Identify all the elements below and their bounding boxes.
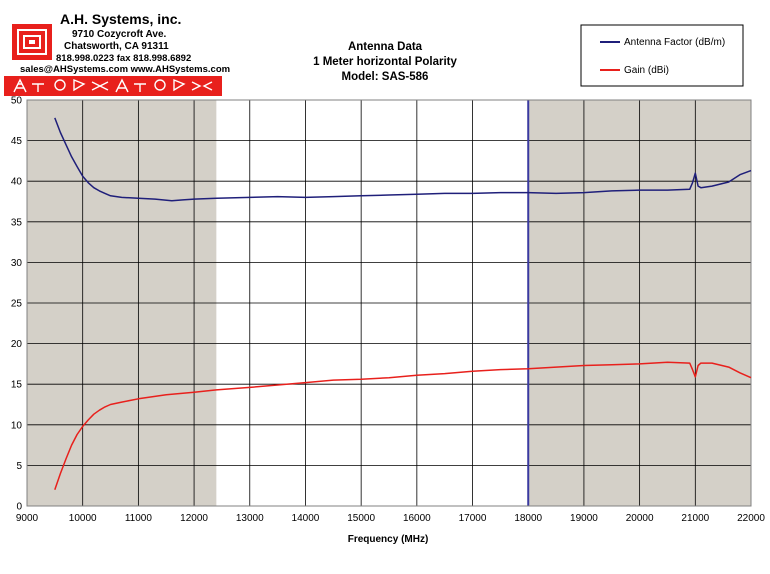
company-name: A.H. Systems, inc. (60, 11, 181, 27)
loop-icon (154, 79, 166, 91)
y-tick-label-35: 35 (11, 217, 23, 228)
tower-icon (13, 78, 27, 93)
y-tick-label-25: 25 (11, 299, 23, 310)
x-tick-label-19000: 19000 (570, 513, 598, 524)
y-tick-label-0: 0 (16, 502, 22, 513)
x-tick-label-16000: 16000 (403, 513, 431, 524)
x-tick-label-14000: 14000 (292, 513, 320, 524)
dipole-icon (32, 83, 44, 92)
x-tick-label-9000: 9000 (16, 513, 39, 524)
x-tick-label-20000: 20000 (626, 513, 654, 524)
x-tick-label-17000: 17000 (459, 513, 487, 524)
y-tick-label-30: 30 (11, 258, 23, 269)
x-tick-label-11000: 11000 (125, 513, 153, 524)
company-web: sales@AHSystems.com www.AHSystems.com (20, 64, 230, 75)
x-tick-label-10000: 10000 (69, 513, 97, 524)
tower-icon (115, 78, 129, 93)
x-axis-label: Frequency (MHz) (348, 534, 429, 545)
company-address-2: Chatsworth, CA 91311 (64, 41, 169, 52)
x-tick-label-18000: 18000 (514, 513, 542, 524)
x-tick-label-15000: 15000 (347, 513, 375, 524)
series-line-antenna-factor (54, 117, 752, 202)
antenna-icons-strip (4, 76, 222, 96)
y-tick-label-40: 40 (11, 177, 23, 188)
biconical-icon (91, 81, 109, 91)
antenna-icons (13, 78, 213, 93)
y-tick-label-50: 50 (11, 96, 23, 107)
x-tick-label-12000: 12000 (180, 513, 208, 524)
y-tick-label-10: 10 (11, 420, 23, 431)
legend-label-antenna-factor: Antenna Factor (dB/m) (624, 37, 725, 48)
horn-icon (173, 78, 186, 92)
legend-label-gain: Gain (dBi) (624, 65, 669, 76)
series-line-gain (54, 361, 752, 491)
legend: Antenna Factor (dB/m) Gain (dBi) (580, 24, 744, 87)
company-address-1: 9710 Cozycroft Ave. (72, 29, 167, 40)
x-tick-label-13000: 13000 (236, 513, 264, 524)
x-tick-label-21000: 21000 (681, 513, 709, 524)
loop-icon (54, 79, 66, 91)
chart-title-line-2: 1 Meter horizontal Polarity (313, 56, 457, 68)
y-tick-label-45: 45 (11, 136, 23, 147)
company-phone: 818.998.0223 fax 818.998.6892 (56, 53, 191, 64)
chart-title-line-1: Antenna Data (348, 41, 423, 53)
x-tick-label-22000: 22000 (737, 513, 765, 524)
plot-area: 0 5 10 15 20 25 30 35 40 45 50 9000 10000 11000 12000 1… (11, 96, 765, 525)
biconical-icon (191, 81, 213, 91)
dipole-icon (134, 83, 146, 92)
y-tick-label-15: 15 (11, 380, 23, 391)
horn-icon (73, 78, 86, 92)
plot-frame (26, 99, 752, 507)
y-tick-label-5: 5 (16, 461, 22, 472)
y-tick-label-20: 20 (11, 339, 23, 350)
chart-title-line-3: Model: SAS-586 (342, 71, 429, 83)
legend-box (580, 24, 744, 87)
company-logo: A.H. Systems, inc. 9710 Cozycroft Ave. C… (4, 11, 230, 96)
